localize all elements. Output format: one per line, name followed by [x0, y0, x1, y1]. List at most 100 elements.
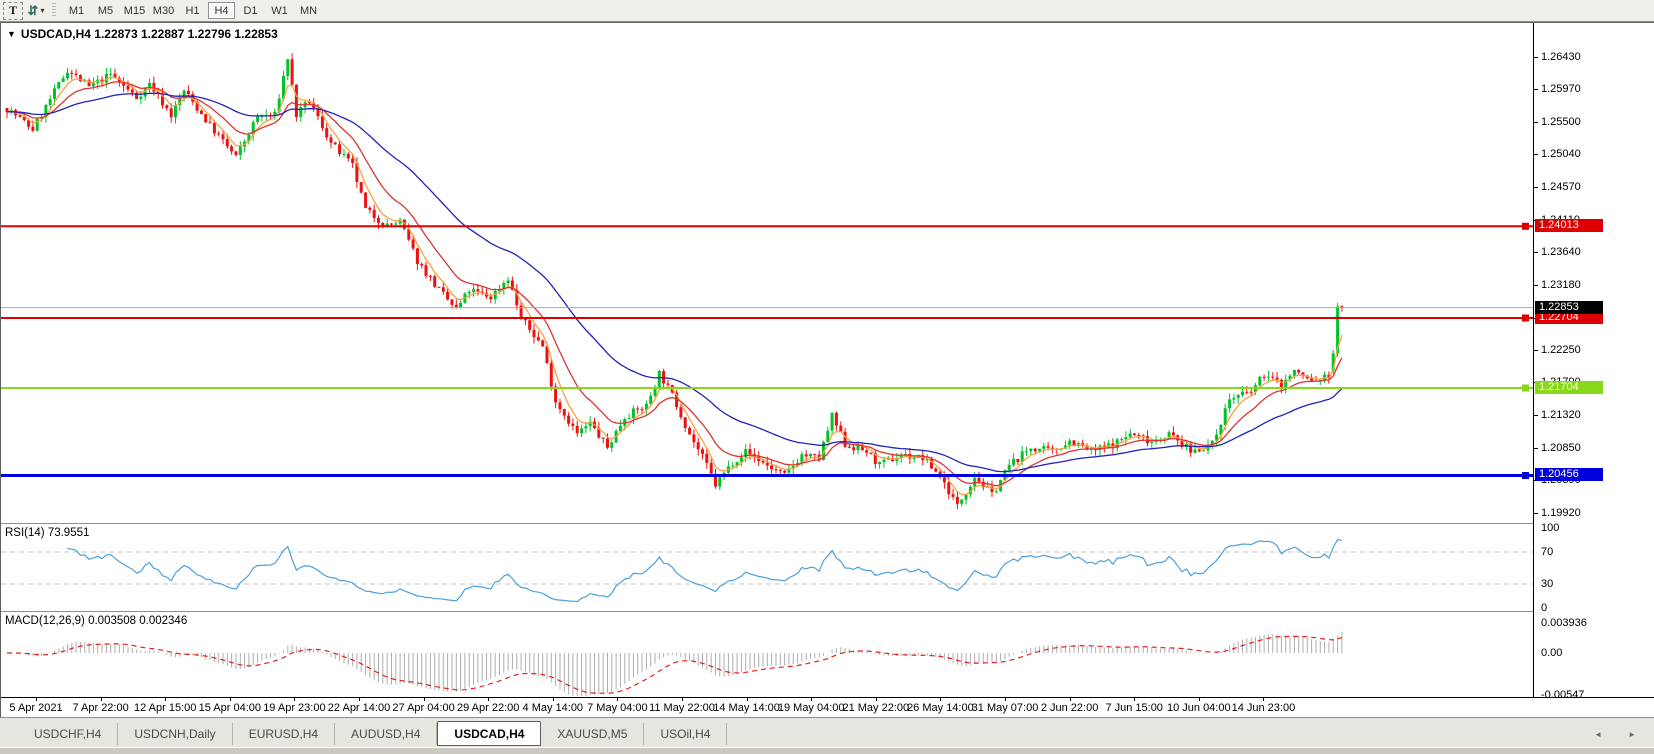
- timeframe-button-m1[interactable]: M1: [68, 4, 85, 17]
- date-tick-mark: [682, 698, 683, 701]
- price-tick-mark: [1534, 57, 1538, 58]
- price-tick-label: 1.24570: [1541, 181, 1581, 194]
- date-label: 19 Apr 23:00: [263, 702, 326, 714]
- price-tick-label: 1.26430: [1541, 51, 1581, 63]
- collapse-triangle-icon[interactable]: ▼: [7, 29, 16, 39]
- date-label: 7 Jun 15:00: [1105, 702, 1163, 714]
- price-axis[interactable]: 1.264301.259701.255001.250401.245701.241…: [1533, 23, 1654, 701]
- timeframe-button-m5[interactable]: M5: [97, 4, 114, 17]
- toolbar: T ⇵ ▾ M1 M5 M15 M30 H1 H4 D1 W1 MN: [0, 0, 1654, 22]
- price-tick-mark: [1534, 252, 1538, 254]
- price-tick-mark: [1534, 349, 1538, 351]
- date-label: 27 Apr 04:00: [392, 702, 455, 714]
- price-tick-label: 1.23180: [1541, 278, 1581, 291]
- price-tick-label: 1.21320: [1541, 408, 1581, 421]
- rsi-plot: [1, 538, 1533, 603]
- date-tick-mark: [165, 698, 167, 701]
- scroll-right-icon[interactable]: ►: [1628, 730, 1636, 739]
- pane-splitter[interactable]: [1, 611, 1654, 613]
- rsi-axis-label: 100: [1541, 522, 1560, 534]
- chart-title: ▼ USDCAD,H4 1.22873 1.22887 1.22796 1.22…: [7, 27, 278, 41]
- date-tick-mark: [1198, 698, 1200, 701]
- chart-tab-bar: USDCHF,H4 USDCNH,Daily EURUSD,H4 AUDUSD,H4 U…: [0, 717, 1654, 747]
- chart-window: ▼ USDCAD,H4 1.22873 1.22887 1.22796 1.22…: [0, 22, 1654, 717]
- tab-eurusd-h4[interactable]: EURUSD,H4: [233, 723, 336, 745]
- tab-audusd-h4[interactable]: AUDUSD,H4: [335, 723, 438, 745]
- macd-label: MACD(12,26,9) 0.003508 0.002346: [5, 615, 188, 627]
- timeframe-button-d1[interactable]: D1: [243, 4, 258, 17]
- symbol-ohlc-readout: USDCAD,H4 1.22873 1.22887 1.22796 1.2285…: [20, 27, 278, 41]
- date-label: 22 Apr 14:00: [327, 702, 391, 714]
- timeframe-button-m15[interactable]: M15: [123, 4, 146, 17]
- date-tick-mark: [359, 698, 360, 701]
- macd-pane[interactable]: MACD(12,26,9) 0.003508 0.002346: [1, 613, 1533, 697]
- date-label: 31 May 07:00: [971, 702, 1039, 714]
- date-label: 21 May 22:00: [842, 702, 910, 714]
- tab-xauusd-m5[interactable]: XAUUSD,M5: [541, 723, 645, 745]
- date-tick-mark: [811, 698, 813, 701]
- date-tick-mark: [1263, 698, 1265, 701]
- date-tick-mark: [1069, 698, 1071, 701]
- price-tick-label: 1.25500: [1541, 116, 1581, 129]
- date-label: 4 May 14:00: [522, 702, 584, 714]
- timeframe-button-m30[interactable]: M30: [152, 4, 175, 17]
- date-label: 29 Apr 22:00: [456, 702, 520, 714]
- tab-usdchf-h4[interactable]: USDCHF,H4: [18, 723, 119, 745]
- status-bar: [0, 747, 1654, 754]
- price-tick-mark: [1534, 122, 1538, 124]
- price-tick-label: 1.19920: [1541, 507, 1581, 519]
- rsi-label: RSI(14) 73.9551: [5, 527, 90, 539]
- date-tick-mark: [294, 698, 296, 701]
- tab-usdcad-h4[interactable]: USDCAD,H4: [437, 721, 542, 746]
- date-tick-mark: [746, 698, 748, 701]
- timeframe-button-w1[interactable]: W1: [271, 4, 288, 17]
- price-tick-mark: [1534, 154, 1538, 156]
- price-tick-mark: [1534, 513, 1538, 514]
- tab-usdcnh-daily[interactable]: USDCNH,Daily: [118, 723, 233, 745]
- hline-price-label[interactable]: 1.24013: [1535, 219, 1603, 233]
- date-label: 7 Apr 22:00: [72, 702, 129, 714]
- current-price-label: 1.22853: [1535, 300, 1603, 314]
- date-tick-mark: [229, 698, 231, 701]
- date-tick-mark: [940, 698, 942, 701]
- arrange-charts-button[interactable]: ⇵ ▾: [26, 2, 46, 20]
- tab-usoil-h4[interactable]: USOil,H4: [644, 723, 728, 745]
- date-label: 2 Jun 22:00: [1040, 702, 1099, 714]
- macd-axis-label: 0.003936: [1541, 616, 1587, 629]
- pane-splitter[interactable]: [1, 523, 1654, 525]
- date-tick-mark: [488, 698, 490, 701]
- timeframe-button-mn[interactable]: MN: [299, 4, 318, 17]
- price-tick-mark: [1534, 187, 1538, 189]
- price-tick-label: 1.22250: [1541, 343, 1581, 356]
- date-label: 11 May 22:00: [649, 702, 715, 714]
- date-tick-mark: [875, 698, 877, 701]
- price-tick-mark: [1534, 447, 1538, 449]
- candlestick-chart[interactable]: [1, 23, 1533, 523]
- rsi-axis-label: 0: [1541, 602, 1548, 614]
- date-label: 14 May 14:00: [713, 702, 780, 714]
- hline-price-label[interactable]: 1.20456: [1535, 468, 1603, 482]
- date-label: 5 Apr 2021: [9, 702, 63, 714]
- toolbar-grip[interactable]: [52, 3, 56, 18]
- timeframe-button-h1[interactable]: H1: [185, 4, 200, 17]
- scroll-left-icon[interactable]: ◄: [1594, 730, 1603, 739]
- hline-price-label[interactable]: 1.21704: [1535, 381, 1603, 395]
- price-pane[interactable]: ▼ USDCAD,H4 1.22873 1.22887 1.22796 1.22…: [1, 23, 1533, 523]
- date-tick-mark: [1005, 698, 1006, 701]
- price-tick-label: 1.25040: [1541, 148, 1581, 161]
- chevron-down-icon[interactable]: ▾: [40, 6, 45, 15]
- rsi-pane[interactable]: RSI(14) 73.9551: [1, 525, 1533, 611]
- sort-arrows-icon: ⇵: [27, 2, 39, 18]
- date-label: 26 May 14:00: [907, 702, 974, 714]
- price-tick-label: 1.25970: [1541, 83, 1581, 96]
- timeframe-button-h4[interactable]: H4: [208, 2, 235, 19]
- hline-price-label[interactable]: 1.22704: [1535, 310, 1603, 324]
- price-tick-label: 1.23640: [1541, 246, 1581, 259]
- date-tick-mark: [36, 698, 37, 701]
- chart-tab-list: USDCHF,H4 USDCNH,Daily EURUSD,H4 AUDUSD,H4 U…: [0, 721, 728, 747]
- date-tick-mark: [100, 698, 102, 701]
- date-label: 15 Apr 04:00: [198, 702, 261, 714]
- macd-axis-label: 0.00: [1541, 647, 1563, 659]
- text-tool-button[interactable]: T: [3, 1, 23, 20]
- date-axis[interactable]: 5 Apr 2021 7 Apr 22:00 12 Apr 15:00 15 Apr …: [1, 697, 1654, 717]
